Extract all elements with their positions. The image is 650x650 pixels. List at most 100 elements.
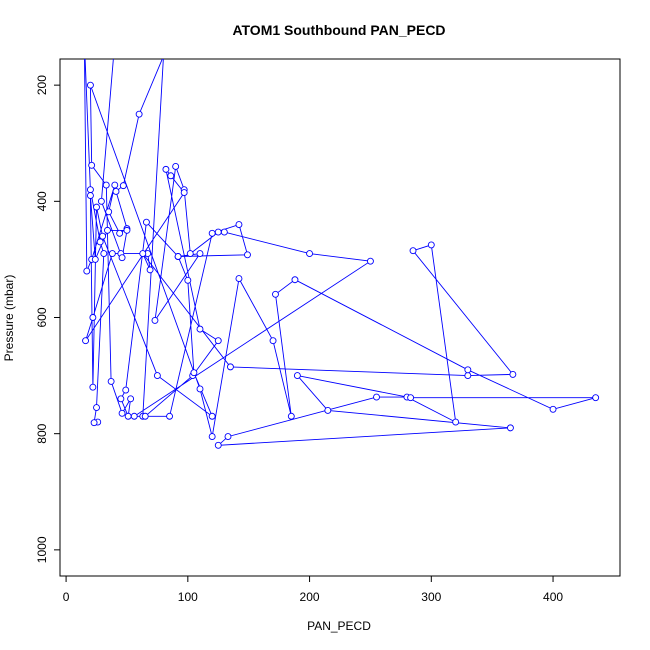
data-point — [86, 192, 94, 199]
data-point — [208, 229, 216, 237]
data-point — [141, 412, 149, 420]
data-point — [269, 337, 277, 345]
data-point — [549, 405, 557, 413]
data-point — [123, 226, 131, 234]
data-point — [452, 418, 460, 426]
data-point — [167, 172, 175, 180]
data-point — [324, 406, 332, 414]
data-point — [464, 372, 472, 380]
data-point — [89, 314, 97, 321]
data-point — [89, 383, 97, 391]
y-tick-label: 1000 — [35, 536, 49, 563]
data-point — [127, 395, 135, 403]
data-point — [208, 433, 216, 441]
data-point — [107, 377, 115, 385]
data-point — [104, 226, 111, 234]
x-tick-label: 400 — [543, 590, 563, 604]
y-axis: 200 400 600 800 1000 — [35, 75, 61, 563]
data-point — [592, 394, 600, 402]
data-point — [509, 370, 517, 378]
data-point — [190, 369, 198, 377]
data-point — [105, 208, 113, 216]
y-tick-label: 200 — [35, 75, 49, 95]
data-point — [93, 404, 100, 411]
data-point — [102, 181, 110, 189]
y-tick-label: 800 — [35, 423, 49, 443]
data-point — [118, 409, 126, 417]
plot-area — [82, 59, 600, 449]
data-point — [464, 366, 472, 374]
data-point — [244, 251, 251, 259]
data-point — [306, 250, 314, 258]
data-point — [180, 189, 188, 197]
data-point — [91, 255, 99, 263]
data-point — [373, 393, 380, 401]
x-tick-label: 200 — [300, 590, 320, 604]
data-point — [196, 385, 204, 393]
data-point — [166, 412, 174, 420]
data-point — [88, 161, 96, 169]
data-point — [93, 203, 100, 211]
data-point — [214, 228, 222, 236]
series-line — [84, 59, 596, 446]
data-point — [224, 433, 232, 441]
data-point — [293, 372, 301, 380]
data-point — [409, 247, 417, 255]
data-point — [86, 81, 94, 89]
data-point — [142, 218, 150, 226]
data-point — [272, 290, 279, 298]
data-point — [112, 187, 120, 195]
data-point — [226, 363, 234, 371]
data-point — [108, 250, 116, 258]
data-point — [184, 276, 192, 284]
data-point — [99, 232, 107, 240]
data-point — [235, 275, 243, 283]
data-point — [214, 441, 222, 449]
data-point — [117, 395, 125, 403]
data-point — [174, 253, 182, 260]
data-point — [82, 337, 90, 345]
data-point — [122, 386, 130, 394]
x-tick-label: 100 — [178, 590, 198, 604]
data-point — [100, 250, 108, 258]
data-point — [506, 424, 514, 432]
data-point — [287, 412, 295, 420]
y-tick-label: 400 — [35, 191, 49, 211]
data-point — [214, 337, 222, 345]
data-point — [366, 257, 374, 265]
data-point — [196, 325, 204, 333]
data-point — [407, 394, 415, 402]
y-tick-label: 600 — [35, 307, 49, 327]
data-point — [124, 412, 132, 420]
data-point — [96, 238, 104, 246]
data-point — [153, 372, 161, 380]
data-point — [146, 266, 154, 274]
y-axis-label: Pressure (mbar) — [2, 275, 16, 362]
data-point — [235, 221, 243, 229]
data-point — [186, 250, 194, 258]
data-point — [130, 412, 138, 420]
data-point — [135, 110, 143, 118]
data-point — [196, 250, 204, 258]
data-point — [162, 165, 170, 173]
data-point — [97, 197, 105, 205]
x-axis: 0 100 200 300 400 — [63, 575, 563, 604]
data-point — [86, 186, 94, 194]
x-axis-label: PAN_PECD — [307, 619, 371, 633]
data-point — [139, 250, 147, 258]
x-tick-label: 0 — [63, 590, 70, 604]
data-point — [427, 241, 435, 249]
x-tick-label: 300 — [421, 590, 441, 604]
data-point — [172, 163, 180, 170]
data-point — [111, 181, 119, 189]
data-point — [220, 228, 228, 236]
data-point — [83, 267, 91, 275]
data-point — [119, 182, 127, 190]
chart-title: ATOM1 Southbound PAN_PECD — [232, 22, 445, 38]
data-point — [118, 254, 126, 262]
data-point — [116, 229, 124, 237]
data-point — [151, 316, 159, 324]
plot-frame — [59, 58, 621, 577]
data-point — [90, 419, 98, 427]
